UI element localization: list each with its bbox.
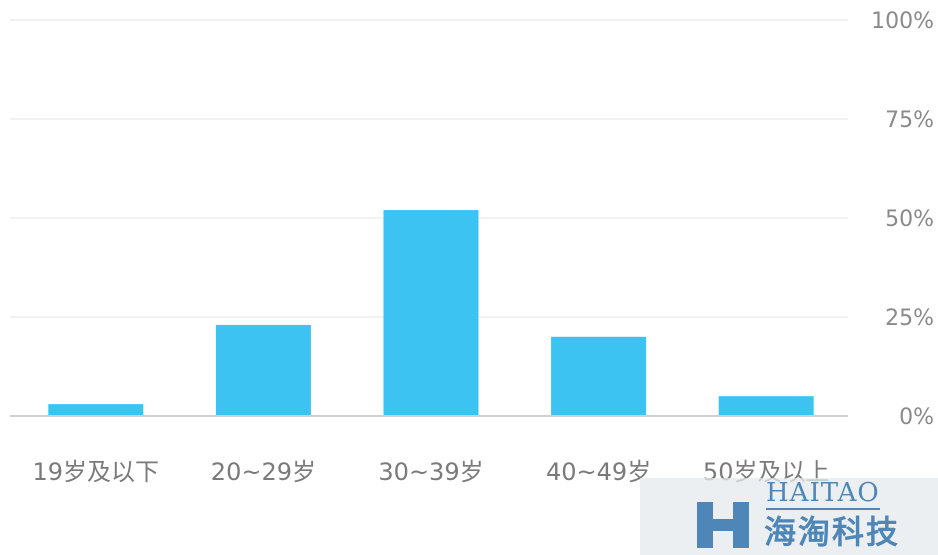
y-tick-label: 25%: [885, 306, 934, 331]
x-category-label: 40~49岁: [546, 458, 651, 486]
bar: [215, 324, 311, 416]
x-category-label: 20~29岁: [211, 458, 316, 486]
y-tick-label: 50%: [885, 207, 934, 232]
bar: [383, 210, 479, 416]
bars: [48, 210, 814, 416]
y-tick-label: 75%: [885, 108, 934, 133]
y-axis-ticks: 0% 25% 50% 75% 100%: [871, 9, 934, 430]
y-tick-label: 100%: [871, 9, 934, 34]
watermark-chinese-text: 海淘科技: [764, 513, 901, 551]
watermark-haitao-text: HAITAO: [766, 478, 880, 510]
x-category-label: 30~39岁: [378, 458, 483, 486]
bar: [48, 404, 144, 416]
y-tick-label: 0%: [899, 405, 934, 430]
bar: [718, 396, 814, 416]
watermark-background: [640, 478, 938, 555]
watermark-logo-h-icon: [697, 502, 749, 548]
x-category-label: 19岁及以下: [33, 458, 160, 486]
bar: [551, 336, 647, 416]
x-axis-categories: 19岁及以下 20~29岁 30~39岁 40~49岁 50岁及以上: [33, 458, 830, 486]
